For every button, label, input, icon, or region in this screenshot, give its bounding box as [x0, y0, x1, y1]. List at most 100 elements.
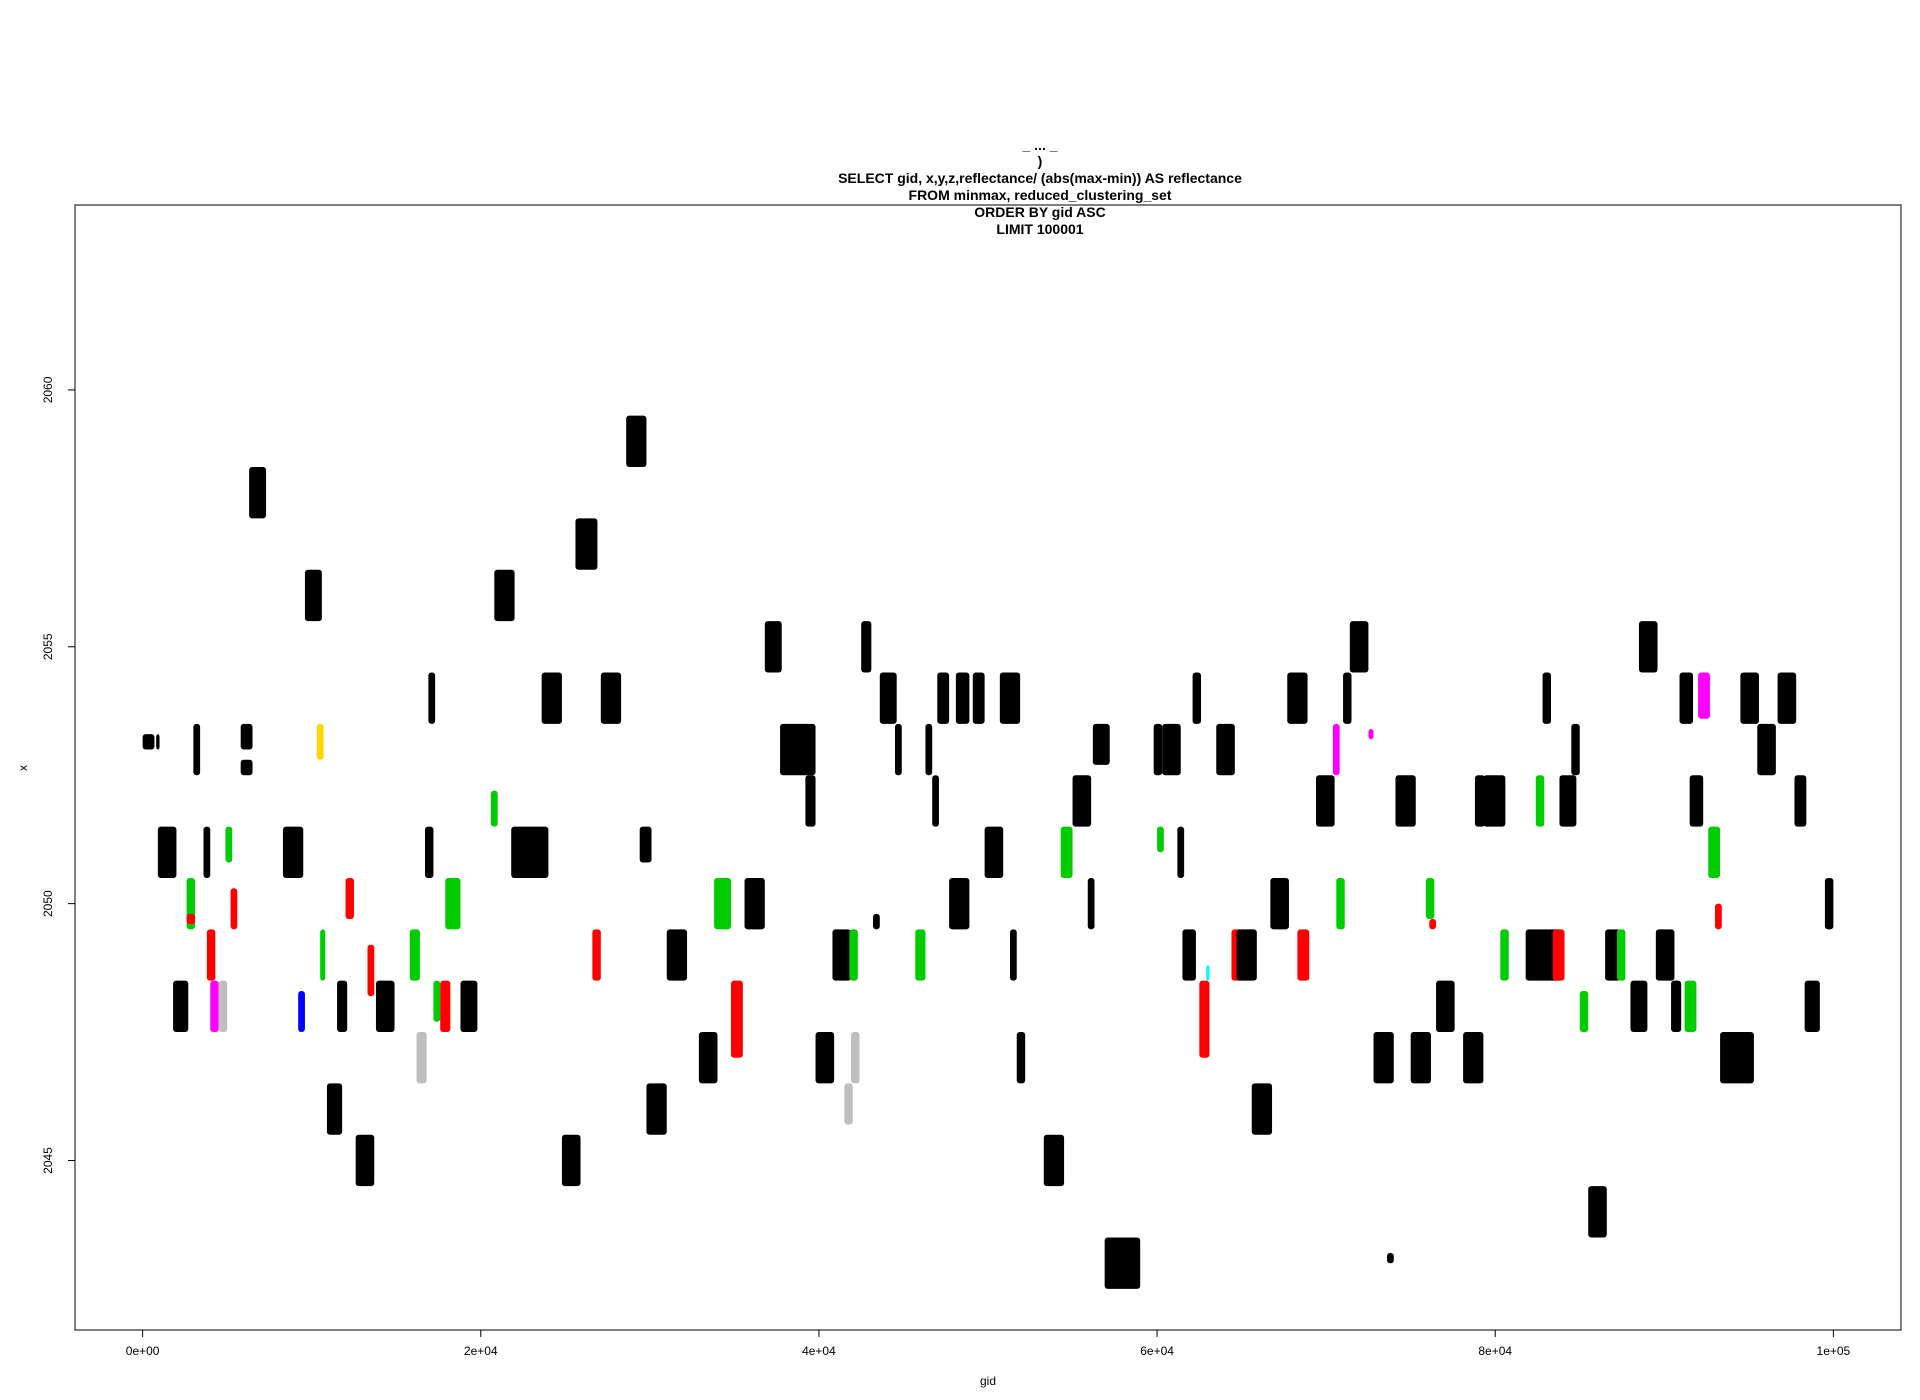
data-cluster-black: [1153, 723, 1163, 776]
data-cluster-black: [937, 672, 950, 724]
data-cluster-black: [1740, 672, 1759, 724]
data-cluster-black: [805, 775, 816, 827]
data-cluster-black: [925, 723, 933, 776]
data-cluster-black: [240, 723, 253, 750]
data-cluster-black: [780, 723, 816, 776]
data-cluster-black: [999, 672, 1021, 724]
data-cluster-magenta: [210, 980, 219, 1033]
data-cluster-red: [440, 980, 451, 1033]
data-cluster-black: [1463, 1032, 1484, 1084]
data-cluster-cyan: [1206, 965, 1210, 981]
data-cluster-green: [225, 826, 233, 863]
data-cluster-green: [409, 929, 420, 981]
data-cluster-black: [1192, 672, 1202, 724]
y-axis: 2045 2050 2055 2060: [41, 376, 76, 1174]
data-cluster-black: [428, 672, 436, 724]
data-cluster-green: [445, 877, 461, 930]
data-cluster-black: [1588, 1186, 1607, 1238]
data-cluster-black: [561, 1134, 581, 1187]
data-cluster-black: [639, 826, 652, 863]
data-cluster-black: [1679, 672, 1694, 724]
data-cluster-red: [592, 929, 601, 981]
data-cluster-black: [1104, 1237, 1141, 1289]
data-cluster-red: [345, 877, 354, 920]
data-cluster-black: [511, 826, 549, 878]
data-cluster-green: [1708, 826, 1721, 878]
data-cluster-black: [1373, 1032, 1394, 1084]
data-cluster-black: [304, 569, 322, 622]
data-cluster-grey: [416, 1032, 427, 1084]
data-cluster-blue: [298, 990, 305, 1033]
y-tick-label: 2045: [41, 1147, 55, 1174]
data-cluster-black: [203, 826, 211, 878]
data-cluster-black: [949, 877, 970, 930]
data-cluster-red: [1199, 980, 1210, 1058]
data-cluster-black: [193, 723, 201, 776]
data-cluster-black: [626, 415, 647, 467]
data-cluster-black: [932, 775, 939, 827]
data-cluster-red: [1715, 903, 1722, 930]
data-cluster-black: [1720, 1032, 1754, 1084]
title-line-3: SELECT gid, x,y,z,reflectance/ (abs(max-…: [838, 170, 1242, 186]
x-axis-label: gid: [980, 1374, 996, 1388]
data-cluster-black: [1043, 1134, 1065, 1187]
x-tick-label: 2e+04: [464, 1344, 498, 1358]
data-cluster-magenta: [1332, 723, 1340, 776]
data-cluster-black: [1794, 775, 1807, 827]
data-cluster-black: [1559, 775, 1577, 827]
y-axis-label: x: [16, 765, 30, 771]
title-line-1: _ ... _: [1021, 137, 1057, 153]
data-cluster-black: [157, 826, 177, 878]
data-cluster-black: [173, 980, 189, 1033]
data-cluster-red: [731, 980, 743, 1058]
data-cluster-green: [1684, 980, 1697, 1033]
data-cluster-yellow: [316, 723, 324, 760]
data-cluster-black: [337, 980, 348, 1033]
data-cluster-black: [156, 734, 160, 750]
data-cluster-black: [646, 1083, 667, 1135]
data-cluster-black: [460, 980, 478, 1033]
data-cluster-black: [832, 929, 852, 981]
data-cluster-black: [575, 518, 598, 570]
data-cluster-magenta: [1698, 672, 1710, 719]
data-cluster-black: [1087, 877, 1095, 930]
data-cluster-black: [1270, 877, 1289, 930]
x-tick-label: 6e+04: [1140, 1344, 1174, 1358]
data-cluster-green: [1500, 929, 1509, 981]
data-cluster-grey: [218, 980, 228, 1033]
data-cluster-black: [1824, 877, 1834, 930]
data-cluster-black: [541, 672, 562, 724]
x-axis: 0e+00 2e+04 4e+04 6e+04 8e+04 1e+05: [126, 1329, 1851, 1358]
data-cluster-black: [744, 877, 765, 930]
data-cluster-black: [764, 621, 782, 673]
data-cluster-black: [1287, 672, 1308, 724]
data-cluster-green: [1425, 877, 1435, 920]
data-cluster-green: [714, 877, 732, 930]
data-cluster-black: [1177, 826, 1185, 878]
data-cluster-black: [1630, 980, 1648, 1033]
data-cluster-black: [494, 569, 515, 622]
data-cluster-black: [1016, 1032, 1026, 1084]
data-cluster-black: [984, 826, 1004, 878]
data-cluster-black: [1236, 929, 1257, 981]
data-cluster-black: [142, 734, 155, 750]
data-cluster-black: [895, 723, 902, 776]
title-line-4: FROM minmax, reduced_clustering_set: [909, 187, 1172, 203]
data-cluster-black: [1072, 775, 1092, 827]
data-cluster-black: [1671, 980, 1682, 1033]
data-cluster-black: [600, 672, 622, 724]
data-cluster-black: [879, 672, 897, 724]
data-cluster-black: [1395, 775, 1416, 827]
x-tick-label: 4e+04: [802, 1344, 836, 1358]
data-cluster-black: [424, 826, 434, 878]
data-cluster-black: [1387, 1252, 1394, 1264]
data-cluster-black: [1410, 1032, 1431, 1084]
data-cluster-black: [815, 1032, 835, 1084]
title-line-5: ORDER BY gid ASC: [974, 204, 1105, 220]
data-cluster-black: [873, 913, 880, 930]
y-tick-label: 2060: [41, 376, 55, 403]
data-cluster-green: [320, 929, 326, 981]
data-cluster-red: [186, 913, 196, 925]
data-cluster-black: [1092, 723, 1110, 765]
